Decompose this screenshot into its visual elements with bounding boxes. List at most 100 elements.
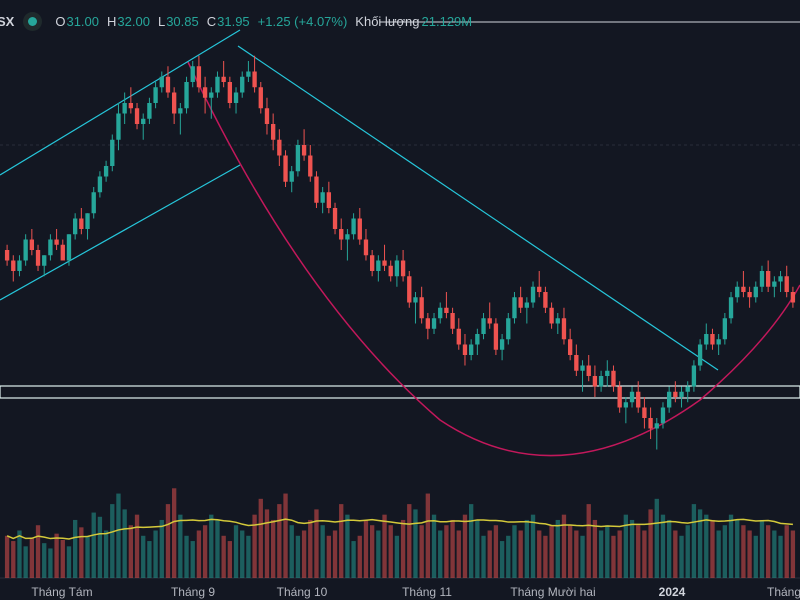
- candle: [394, 255, 400, 287]
- volume-bar: [289, 525, 294, 578]
- candle-body: [431, 318, 437, 329]
- candle: [772, 276, 777, 298]
- candlesticks: [4, 55, 796, 450]
- volume-bar: [765, 525, 771, 578]
- candle-body: [629, 391, 635, 403]
- volume-bar: [506, 535, 511, 578]
- candle-body: [592, 376, 598, 387]
- candle-body: [413, 297, 418, 303]
- candle-body: [11, 260, 16, 271]
- candle: [79, 208, 84, 235]
- candle-body: [295, 145, 301, 172]
- candle-body: [171, 92, 177, 114]
- candle-body: [270, 124, 276, 140]
- volume-bar: [382, 514, 387, 578]
- volume-bar: [642, 530, 647, 578]
- candle: [110, 134, 115, 172]
- candle-body: [345, 234, 350, 240]
- candle: [561, 307, 567, 345]
- candle-body: [35, 250, 41, 266]
- volume-bar: [759, 519, 765, 578]
- candle: [617, 381, 622, 413]
- volume-bar: [580, 535, 585, 578]
- candle-body: [221, 76, 226, 82]
- candle: [431, 313, 437, 334]
- candle: [184, 76, 189, 114]
- volume-bar: [747, 530, 752, 578]
- candle: [165, 66, 171, 98]
- candle-body: [679, 391, 684, 397]
- candle-body: [382, 260, 387, 266]
- volume-bar: [549, 525, 554, 578]
- volume-bar: [11, 541, 16, 578]
- candle-body: [537, 286, 542, 292]
- volume-bar: [499, 541, 505, 578]
- candle: [549, 302, 554, 329]
- candle: [382, 244, 387, 271]
- candle: [741, 271, 746, 298]
- candle: [462, 334, 468, 366]
- candle-body: [728, 297, 734, 319]
- volume-bar: [215, 519, 220, 578]
- candle-body: [240, 76, 245, 93]
- volume-bar: [345, 514, 350, 578]
- volume-bar: [23, 546, 28, 578]
- volume-bar: [462, 514, 468, 578]
- candle-body: [499, 339, 505, 350]
- volume-bar: [400, 519, 406, 578]
- candle: [438, 302, 443, 324]
- channel-lower-line: [0, 164, 241, 301]
- volume-bar: [413, 509, 418, 578]
- candle-body: [462, 344, 468, 355]
- volume-bar: [363, 519, 369, 578]
- candle-body: [134, 108, 140, 124]
- candle-body: [178, 108, 183, 114]
- volume-bar: [741, 525, 746, 578]
- candle-body: [209, 92, 214, 98]
- volume-bar: [110, 504, 115, 578]
- candle-body: [97, 176, 103, 193]
- candle-body: [524, 302, 530, 308]
- volume-bar: [29, 537, 35, 578]
- volume-bar: [518, 530, 523, 578]
- volume-bar: [258, 498, 263, 578]
- volume-bar: [666, 519, 672, 578]
- volume-bar: [784, 525, 789, 578]
- candle-body: [103, 166, 109, 177]
- candle-body: [716, 339, 721, 345]
- candle: [728, 292, 734, 324]
- candle: [629, 386, 635, 408]
- volume-bar: [388, 525, 393, 578]
- volume-bar: [537, 530, 542, 578]
- candle: [295, 139, 301, 177]
- candle: [537, 271, 542, 298]
- volume-bar: [790, 530, 796, 578]
- volume-bar: [326, 535, 332, 578]
- volume-bar: [202, 525, 208, 578]
- volume-bar: [165, 504, 171, 578]
- candle: [128, 87, 134, 114]
- candle-body: [648, 418, 653, 429]
- candle: [518, 286, 523, 313]
- volume-bar: [159, 519, 164, 578]
- candle-body: [468, 344, 474, 355]
- candle: [91, 187, 96, 219]
- candle: [233, 87, 239, 114]
- candle-body: [23, 239, 28, 261]
- volume-bar: [605, 525, 610, 578]
- candle: [747, 286, 752, 308]
- candle-body: [735, 286, 740, 298]
- candle: [444, 292, 449, 319]
- volume-bar: [320, 525, 325, 578]
- candle-body: [555, 318, 560, 324]
- candle: [23, 234, 28, 266]
- candle: [264, 97, 270, 135]
- candle-body: [351, 218, 356, 235]
- volume-bar: [691, 504, 697, 578]
- candle: [716, 334, 721, 355]
- candle-body: [215, 76, 220, 93]
- candle: [685, 381, 690, 403]
- volume-bar: [673, 530, 678, 578]
